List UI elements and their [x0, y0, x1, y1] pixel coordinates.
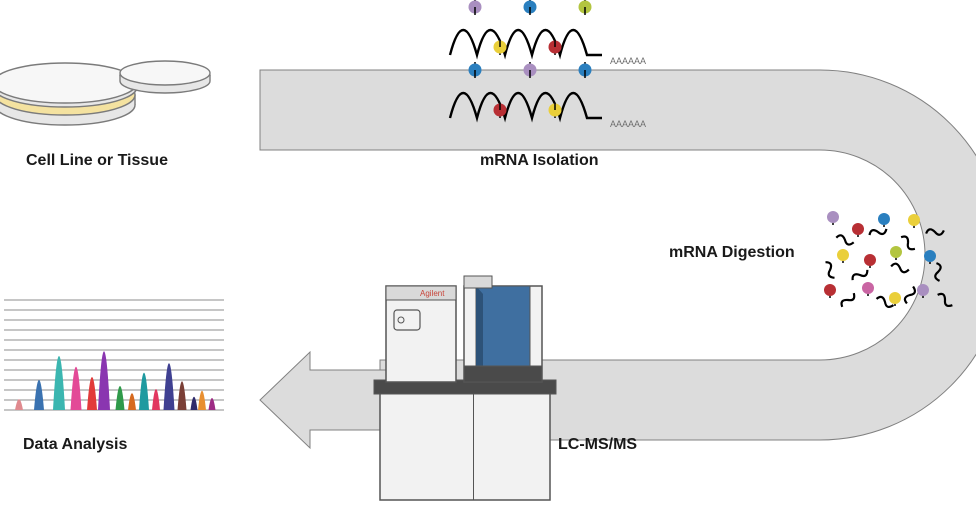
lcms-instrument-icon: Agilent [374, 276, 556, 500]
cell-line-label: Cell Line or Tissue [26, 152, 168, 170]
mrna-isolation-label: mRNA Isolation [480, 152, 599, 170]
mrna-digestion-label: mRNA Digestion [669, 244, 795, 262]
workflow-diagram: AAAAAA AAAAAA Agilent [0, 0, 976, 519]
svg-text:AAAAAA: AAAAAA [610, 119, 646, 129]
petri-dish-icon [0, 61, 210, 125]
svg-text:AAAAAA: AAAAAA [610, 56, 646, 66]
svg-text:Agilent: Agilent [420, 289, 445, 298]
lcms-label: LC-MS/MS [558, 436, 637, 454]
flow-arrow [260, 352, 390, 448]
chromatogram-icon [4, 300, 224, 410]
data-analysis-label: Data Analysis [23, 436, 127, 454]
